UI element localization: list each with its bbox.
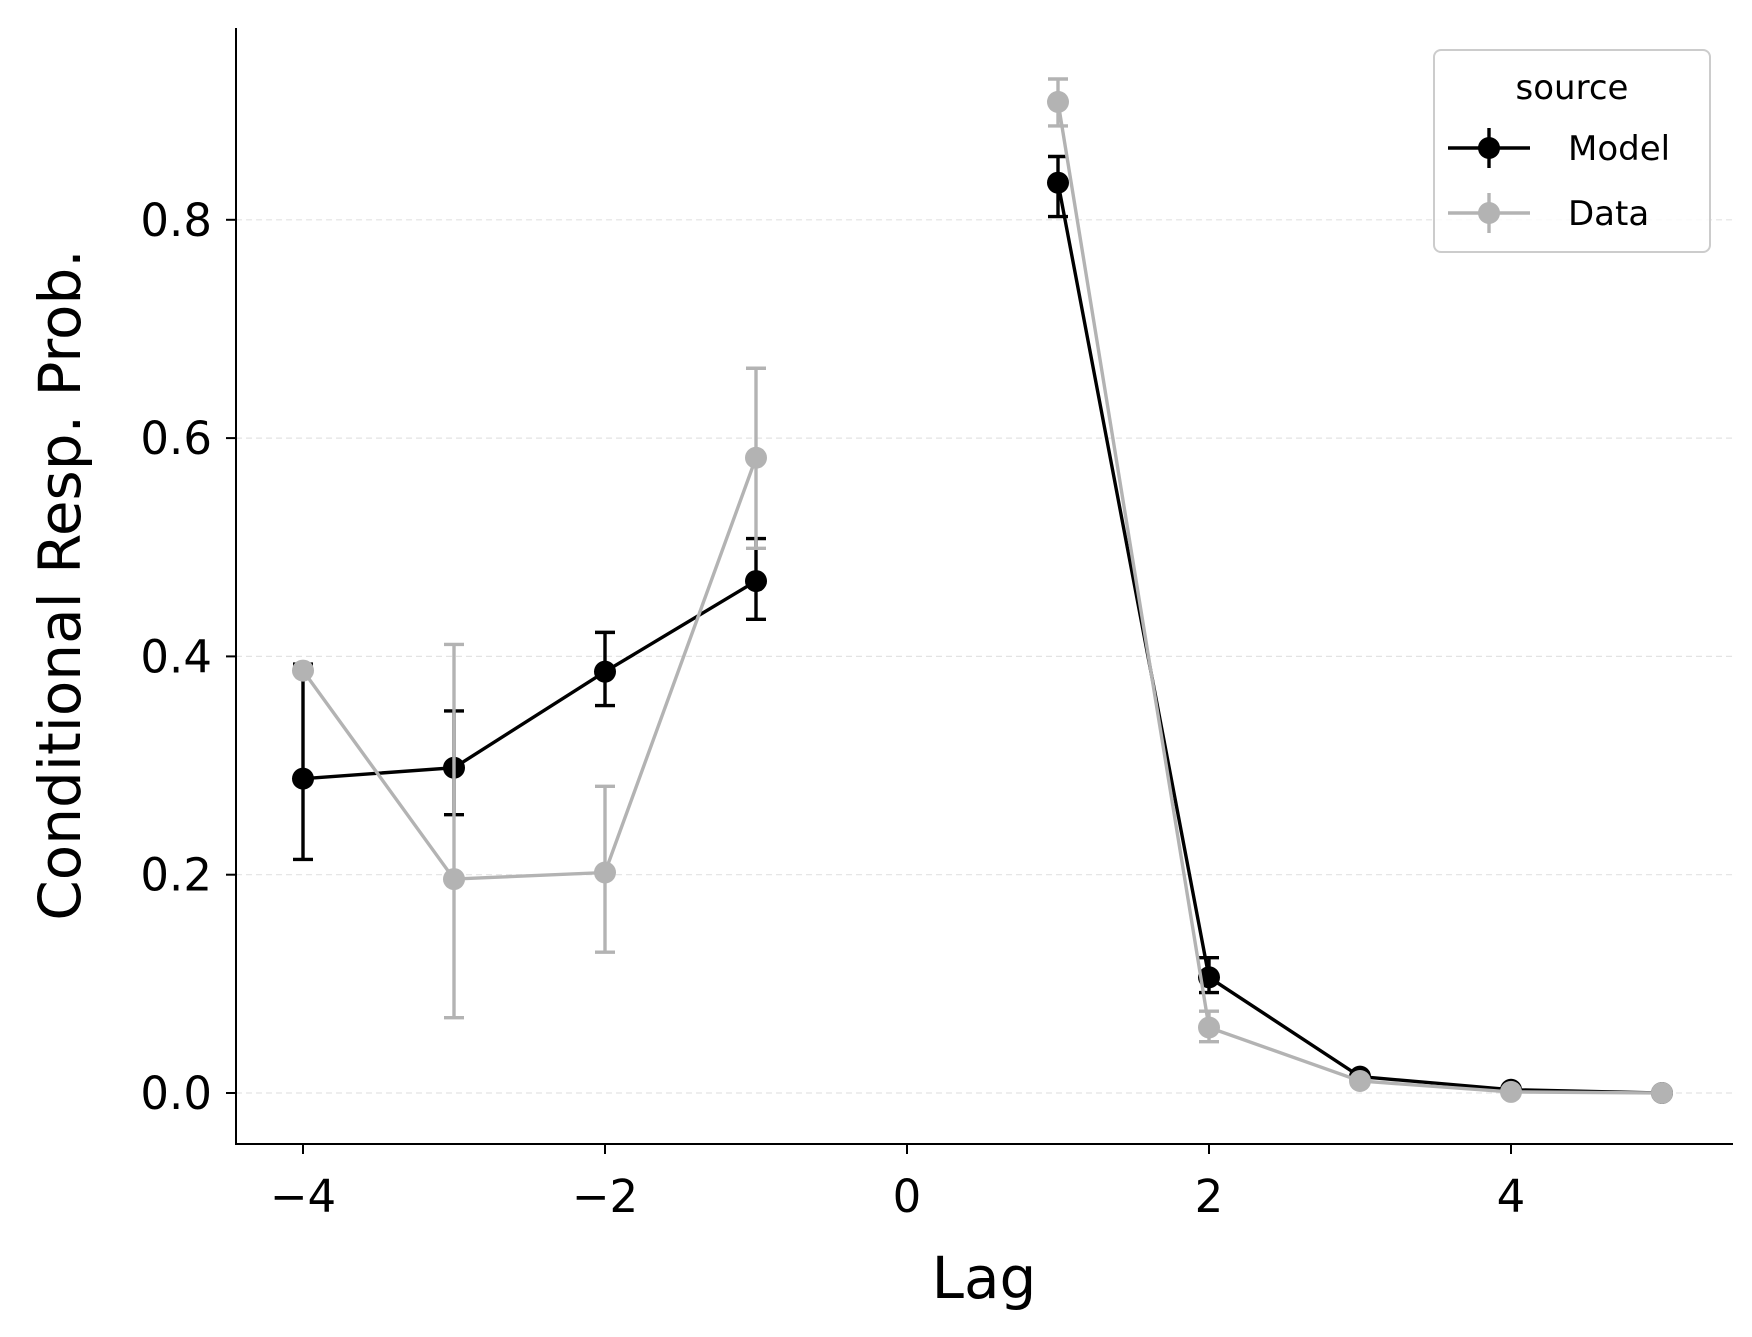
data-point (1349, 1069, 1371, 1092)
legend: source Model Data (1433, 49, 1711, 253)
legend-label: Model (1568, 129, 1670, 169)
data-point (1047, 90, 1069, 113)
data-point (1500, 1080, 1522, 1103)
y-tick-label: 0.0 (140, 1067, 212, 1120)
data-point (745, 570, 767, 593)
x-tick-label: 2 (1195, 1170, 1224, 1223)
x-tick-label: −2 (572, 1170, 638, 1223)
data-point (1198, 1016, 1220, 1039)
y-tick-label: 0.4 (140, 630, 212, 683)
legend-label: Data (1568, 194, 1649, 234)
data-point (292, 659, 314, 682)
legend-box (1433, 49, 1711, 253)
series-line (1056, 182, 1663, 1095)
legend-marker (1478, 202, 1500, 224)
series-data (292, 77, 1673, 1104)
legend-item-data: Data (1448, 193, 1649, 234)
y-tick-label: 0.6 (140, 412, 212, 465)
series-line (301, 457, 758, 881)
data-point (292, 767, 314, 790)
data-point (1047, 171, 1069, 194)
data-point (745, 446, 767, 469)
x-axis-label: Lag (932, 1244, 1037, 1312)
legend-marker (1478, 137, 1500, 159)
x-tick-label: −4 (270, 1170, 336, 1223)
x-tick-label: 4 (1497, 1170, 1526, 1223)
y-tick-label: 0.8 (140, 194, 212, 247)
y-axis-label: Conditional Resp. Prob. (26, 249, 94, 920)
data-point (594, 660, 616, 683)
x-ticks: −4 −2 0 2 4 (270, 1144, 1525, 1223)
x-tick-label: 0 (893, 1170, 922, 1223)
legend-title: source (1516, 68, 1629, 108)
data-point (1651, 1082, 1673, 1104)
series-layer (292, 77, 1673, 1104)
series-model (292, 154, 1673, 1104)
grid-lines (236, 219, 1733, 1094)
data-point (443, 868, 465, 891)
legend-item-model: Model (1448, 128, 1670, 169)
y-ticks: 0.0 0.2 0.4 0.6 0.8 (140, 194, 236, 1120)
data-point (1198, 966, 1220, 989)
y-tick-label: 0.2 (140, 849, 212, 902)
data-point (594, 861, 616, 884)
series-line (302, 579, 757, 781)
